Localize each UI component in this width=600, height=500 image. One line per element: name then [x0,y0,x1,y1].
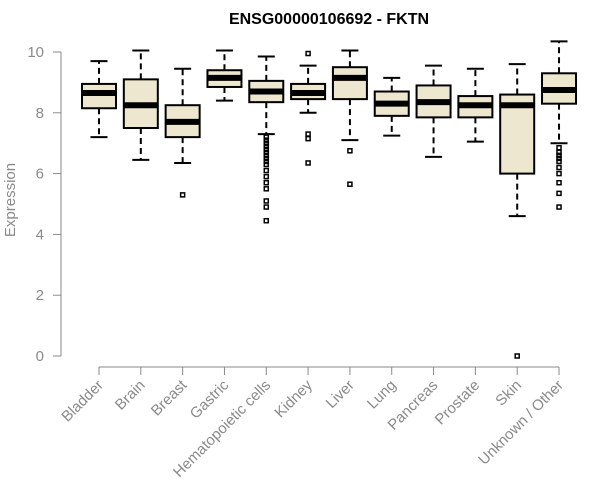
outlier-point [305,131,311,137]
outlier-point [556,204,562,210]
outlier-point [263,143,270,149]
outlier-point [263,161,270,168]
box-lung [373,76,410,137]
outlier-point [263,146,270,153]
outlier-point [263,140,270,146]
x-tick-label: Lung [364,377,400,413]
box-pancreas [415,64,452,158]
box-kidney [290,50,327,166]
y-tick-label: 4 [36,226,44,243]
outlier-point [347,181,353,187]
y-tick-label: 6 [36,166,44,183]
box-prostate [457,67,494,143]
outlier-point [263,152,270,159]
y-axis-label: Expression [2,163,19,237]
box-liver [331,49,368,187]
x-tick-label: Kidney [271,376,316,421]
outlier-point [263,149,270,156]
x-tick-label: Bladder [58,377,107,426]
outlier-point [514,353,520,359]
box-breast [164,67,201,198]
y-axis-ticks: 0 2 4 6 8 10 [27,44,61,365]
box-hematopoietic-cells [248,55,285,224]
outlier-point [263,186,270,192]
outlier-point [263,179,270,186]
outlier-point [179,192,186,198]
outlier-point [263,155,270,162]
box-series [81,40,578,359]
x-tick-label: Liver [323,377,358,412]
outlier-point [263,137,270,143]
box-skin [499,63,536,359]
y-tick-label: 8 [36,105,44,122]
outlier-point [556,179,562,186]
outlier-point [263,198,270,204]
y-tick-label: 0 [36,348,44,365]
chart-title: ENSG00000106692 - FKTN [229,11,429,28]
outlier-point [263,134,270,140]
outlier-point [556,152,562,159]
outlier-point [556,145,562,151]
x-tick-label: Brain [112,377,149,414]
box-bladder [81,60,117,139]
outlier-point [263,158,270,165]
box-unknown-other [541,40,578,210]
y-tick-label: 10 [27,44,44,61]
outlier-point [263,167,270,174]
outlier-point [556,155,562,162]
outlier-point [556,190,562,197]
box-brain [122,49,159,161]
outlier-point [556,164,562,171]
x-tick-label: Prostate [432,377,484,429]
outlier-point [556,158,562,165]
y-tick-label: 2 [36,287,44,304]
outlier-point [347,148,353,154]
outlier-point [263,173,270,180]
box-rect [81,82,117,110]
box-rect [331,66,368,101]
outlier-point [305,160,311,166]
outlier-point [556,149,562,156]
outlier-point [305,50,311,57]
outlier-point [305,135,311,142]
box-gastric [206,49,243,102]
outlier-point [263,217,270,224]
x-tick-label: Breast [148,376,191,419]
outlier-point [556,170,562,177]
outlier-point [263,204,270,210]
x-tick-label: Skin [492,377,525,410]
